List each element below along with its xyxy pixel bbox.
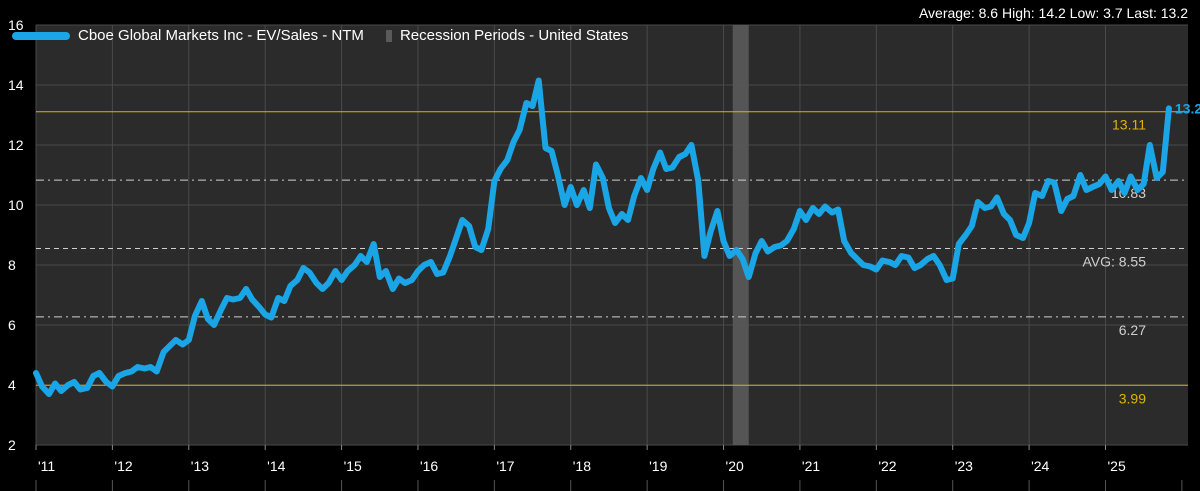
x-tick-label: '24 bbox=[1031, 458, 1049, 474]
y-tick-label: 10 bbox=[8, 197, 24, 213]
x-tick-label: '17 bbox=[496, 458, 514, 474]
x-tick-label: '14 bbox=[267, 458, 285, 474]
last-value-label: 13.22 bbox=[1175, 100, 1200, 116]
y-tick-label: 6 bbox=[8, 317, 16, 333]
y-tick-label: 14 bbox=[8, 77, 24, 93]
x-tick-label: '12 bbox=[114, 458, 132, 474]
x-tick-label: '21 bbox=[802, 458, 820, 474]
x-tick-label: '19 bbox=[649, 458, 667, 474]
plot-area bbox=[36, 25, 1188, 445]
reference-line-label: AVG: 8.55 bbox=[1082, 254, 1146, 270]
x-tick-label: '18 bbox=[573, 458, 591, 474]
reference-line-label: 3.99 bbox=[1119, 390, 1146, 406]
x-tick-label: '15 bbox=[344, 458, 362, 474]
x-tick-label: '11 bbox=[38, 458, 55, 474]
reference-line-label: 6.27 bbox=[1119, 322, 1146, 338]
x-tick-label: '23 bbox=[955, 458, 973, 474]
y-tick-label: 2 bbox=[8, 437, 16, 453]
y-tick-label: 8 bbox=[8, 257, 16, 273]
x-tick-label: '22 bbox=[878, 458, 896, 474]
y-tick-label: 4 bbox=[8, 377, 16, 393]
summary-stats: Average: 8.6 High: 14.2 Low: 3.7 Last: 1… bbox=[918, 5, 1188, 21]
recession-band bbox=[732, 25, 749, 445]
x-tick-label: '13 bbox=[191, 458, 209, 474]
y-tick-label: 12 bbox=[8, 137, 24, 153]
x-tick-label: '20 bbox=[726, 458, 744, 474]
x-tick-label: '16 bbox=[420, 458, 438, 474]
legend-recession-label: Recession Periods - United States bbox=[399, 27, 629, 44]
legend: Cboe Global Markets Inc - EV/Sales - NTM… bbox=[12, 27, 628, 44]
x-tick-label: '25 bbox=[1107, 458, 1125, 474]
series-line bbox=[33, 77, 1172, 397]
recession-swatch bbox=[385, 29, 392, 42]
reference-line-label: 13.11 bbox=[1112, 117, 1146, 133]
y-tick-label: 16 bbox=[8, 17, 24, 33]
legend-series-label: Cboe Global Markets Inc - EV/Sales - NTM bbox=[78, 27, 364, 44]
series-swatch bbox=[12, 31, 70, 40]
